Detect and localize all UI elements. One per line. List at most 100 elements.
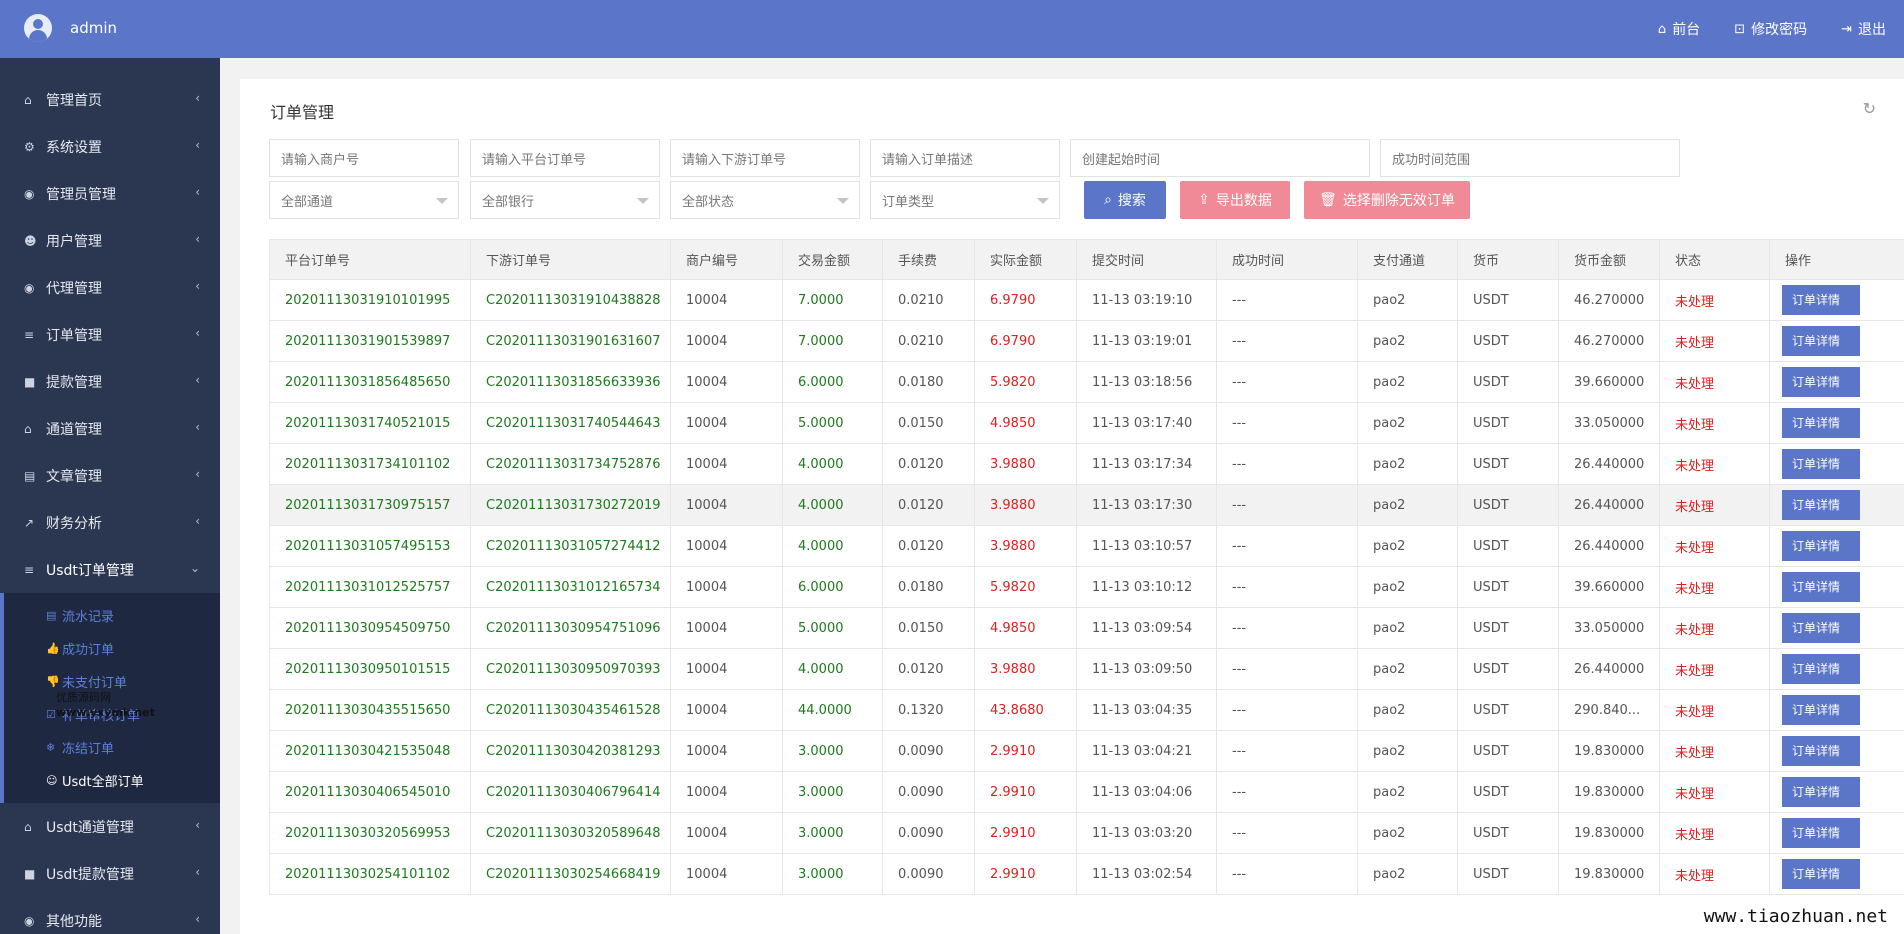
actual-amount-cell: 2.9910 (974, 853, 1077, 895)
watermark-url: www.yxymk.net (56, 706, 155, 719)
check-square-icon: ☑ (46, 708, 56, 721)
downstream-order-no-cell: C20201113030954751096 (470, 607, 671, 649)
column-header[interactable]: 状态 (1659, 239, 1770, 280)
column-header[interactable]: 实际金额 (974, 239, 1077, 280)
fee-cell: 0.0210 (882, 279, 975, 321)
order-desc-input[interactable]: 请输入订单描述 (870, 139, 1060, 177)
sidebar-item-5[interactable]: ≡ 订单管理 ‹ (0, 311, 220, 358)
table-row: 20201113031856485650 C2020111303185663393… (269, 361, 1904, 403)
order-detail-button[interactable]: 订单详情 (1782, 408, 1860, 438)
downstream-order-input[interactable]: 请输入下游订单号 (670, 139, 860, 177)
order-detail-button[interactable]: 订单详情 (1782, 818, 1860, 848)
sidebar-item-usdt-orders[interactable]: ≡ Usdt订单管理 ⌄ (0, 546, 220, 593)
top-bar: admin ⌂ 前台 ⊡ 修改密码 ⇥ 退出 (0, 0, 1904, 58)
submenu-item-2[interactable]: 👎 未支付订单 (4, 665, 220, 698)
downstream-order-no-cell: C20201113031856633936 (470, 361, 671, 403)
order-detail-button[interactable]: 订单详情 (1782, 490, 1860, 520)
merchant-id-cell: 10004 (670, 525, 783, 567)
usdt-submenu: ▤ 流水记录 👍 成功订单 👎 未支付订单 ☑ 补单审核订单 ❄ 冻结订单 ☺ Usdt全部订单 优质源… (0, 593, 220, 803)
status-cell: 未处理 (1659, 607, 1770, 649)
change-password-link[interactable]: ⊡ 修改密码 (1734, 19, 1807, 39)
column-header[interactable]: 提交时间 (1076, 239, 1217, 280)
delete-invalid-button[interactable]: 🗑 选择删除无效订单 (1304, 181, 1470, 219)
currency-amount-cell: 33.050000 (1558, 402, 1660, 444)
snowflake-icon: ❄ (46, 741, 56, 754)
column-header[interactable]: 货币 (1457, 239, 1559, 280)
fee-cell: 0.0090 (882, 771, 975, 813)
fee-cell: 0.0150 (882, 607, 975, 649)
success-time-cell: --- (1216, 443, 1358, 485)
platform-order-no-cell: 20201113031012525757 (269, 566, 471, 608)
order-detail-button[interactable]: 订单详情 (1782, 777, 1860, 807)
platform-order-no-cell: 20201113030254101102 (269, 853, 471, 895)
column-header[interactable]: 下游订单号 (470, 239, 671, 280)
search-button[interactable]: ⌕ 搜索 (1084, 181, 1166, 219)
sidebar-item-label: 文章管理 (46, 468, 102, 485)
order-detail-button[interactable]: 订单详情 (1782, 285, 1860, 315)
column-header[interactable]: 交易金额 (782, 239, 883, 280)
sidebar-item-1[interactable]: ⚙ 系统设置 ‹ (0, 123, 220, 170)
actual-amount-cell: 6.9790 (974, 320, 1077, 362)
sidebar-item-9[interactable]: ↗ 财务分析 ‹ (0, 499, 220, 546)
sidebar-item-8[interactable]: ▤ 文章管理 ‹ (0, 452, 220, 499)
order-detail-button[interactable]: 订单详情 (1782, 531, 1860, 561)
submenu-item-0[interactable]: ▤ 流水记录 (4, 599, 220, 632)
submenu-item-5[interactable]: ☺ Usdt全部订单 (4, 764, 220, 797)
sidebar-item-6[interactable]: ■ 提款管理 ‹ (0, 358, 220, 405)
order-detail-button[interactable]: 订单详情 (1782, 736, 1860, 766)
column-header[interactable]: 成功时间 (1216, 239, 1358, 280)
table-row: 20201113030954509750 C2020111303095475109… (269, 607, 1904, 649)
table-row: 20201113030406545010 C2020111303040679641… (269, 771, 1904, 813)
success-time-input[interactable]: 成功时间范围 (1380, 139, 1680, 177)
sidebar-item-3[interactable]: ☻ 用户管理 ‹ (0, 217, 220, 264)
order-detail-button[interactable]: 订单详情 (1782, 572, 1860, 602)
submenu-item-3[interactable]: ☑ 补单审核订单 (4, 698, 220, 731)
merchant-input[interactable]: 请输入商户号 (269, 139, 459, 177)
order-detail-button[interactable]: 订单详情 (1782, 449, 1860, 479)
trade-amount-cell: 44.0000 (782, 689, 883, 731)
order-detail-button[interactable]: 订单详情 (1782, 326, 1860, 356)
order-detail-button[interactable]: 订单详情 (1782, 367, 1860, 397)
avatar[interactable] (24, 14, 52, 42)
sidebar-item-2[interactable]: ◉ 管理员管理 ‹ (0, 170, 220, 217)
created-time-input[interactable]: 创建起始时间 (1070, 139, 1370, 177)
type-select[interactable]: 订单类型 (870, 181, 1060, 219)
orders-table: 平台订单号 下游订单号 商户编号 交易金额 手续费 实际金额 提交时间 成功时间 支付通道 货币货… (269, 239, 1904, 895)
column-header[interactable]: 商户编号 (670, 239, 783, 280)
sidebar-item-after-0[interactable]: ⌂ Usdt通道管理 ‹ (0, 803, 220, 850)
thumbs-down-icon: 👎 (46, 675, 60, 688)
column-header[interactable]: 货币金额 (1558, 239, 1660, 280)
platform-order-input[interactable]: 请输入平台订单号 (470, 139, 660, 177)
submenu-item-4[interactable]: ❄ 冻结订单 (4, 731, 220, 764)
frontend-link[interactable]: ⌂ 前台 (1658, 19, 1700, 39)
refresh-icon[interactable]: ↻ (1862, 99, 1876, 118)
table-row: 20201113030320569953 C2020111303032058964… (269, 812, 1904, 854)
order-detail-button[interactable]: 订单详情 (1782, 654, 1860, 684)
fee-cell: 0.0120 (882, 648, 975, 690)
order-detail-button[interactable]: 订单详情 (1782, 859, 1860, 889)
list-icon: ≡ (24, 327, 35, 342)
sidebar-item-after-2[interactable]: ◉ 其他功能 ‹ (0, 897, 220, 934)
sidebar-item-7[interactable]: ⌂ 通道管理 ‹ (0, 405, 220, 452)
bank-select[interactable]: 全部银行 (470, 181, 660, 219)
sidebar-item-label: Usdt提款管理 (46, 866, 134, 883)
order-detail-button[interactable]: 订单详情 (1782, 613, 1860, 643)
downstream-order-no-cell: C20201113030320589648 (470, 812, 671, 854)
currency-cell: USDT (1457, 402, 1559, 444)
channel-select[interactable]: 全部通道 (269, 181, 459, 219)
order-detail-button[interactable]: 订单详情 (1782, 695, 1860, 725)
export-button[interactable]: ⇪ 导出数据 (1180, 181, 1290, 219)
fee-cell: 0.0090 (882, 853, 975, 895)
column-header[interactable]: 操作 (1769, 239, 1904, 280)
sidebar-item-4[interactable]: ◉ 代理管理 ‹ (0, 264, 220, 311)
username[interactable]: admin (70, 19, 117, 37)
column-header[interactable]: 手续费 (882, 239, 975, 280)
column-header[interactable]: 支付通道 (1357, 239, 1458, 280)
status-select[interactable]: 全部状态 (670, 181, 860, 219)
table-row: 20201113031730975157 C2020111303173027201… (269, 484, 1904, 526)
sidebar-item-0[interactable]: ⌂ 管理首页 ‹ (0, 76, 220, 123)
column-header[interactable]: 平台订单号 (269, 239, 471, 280)
submenu-item-1[interactable]: 👍 成功订单 (4, 632, 220, 665)
sidebar-item-after-1[interactable]: ■ Usdt提款管理 ‹ (0, 850, 220, 897)
logout-link[interactable]: ⇥ 退出 (1841, 19, 1886, 39)
